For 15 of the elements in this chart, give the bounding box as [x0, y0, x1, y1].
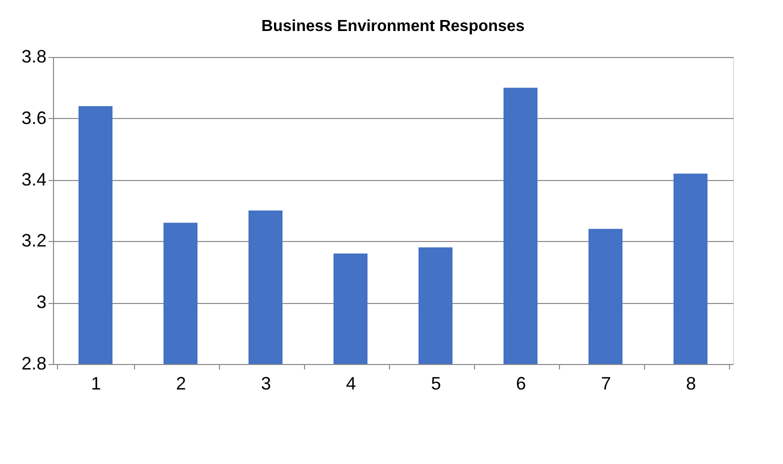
- y-tick-label: 3.8: [21, 46, 46, 66]
- x-tick-label: 5: [430, 374, 442, 394]
- x-tick-label: 1: [90, 374, 102, 394]
- y-tick-label: 3.2: [21, 230, 46, 251]
- x-tick-label: 4: [346, 374, 356, 394]
- x-tick-label: 3: [260, 374, 272, 394]
- y-tick-label: 3.4: [21, 169, 46, 190]
- x-tick-label: 6: [516, 374, 526, 394]
- y-tick-label: 3.6: [21, 108, 46, 128]
- chart-title: Business Environment Responses: [261, 18, 525, 35]
- x-tick-label: 2: [176, 374, 186, 394]
- y-tick-label: 3: [36, 292, 46, 312]
- x-tick-label: 8: [686, 374, 696, 394]
- x-tick-label: 7: [600, 374, 612, 394]
- y-tick-label: 2.8: [21, 354, 46, 374]
